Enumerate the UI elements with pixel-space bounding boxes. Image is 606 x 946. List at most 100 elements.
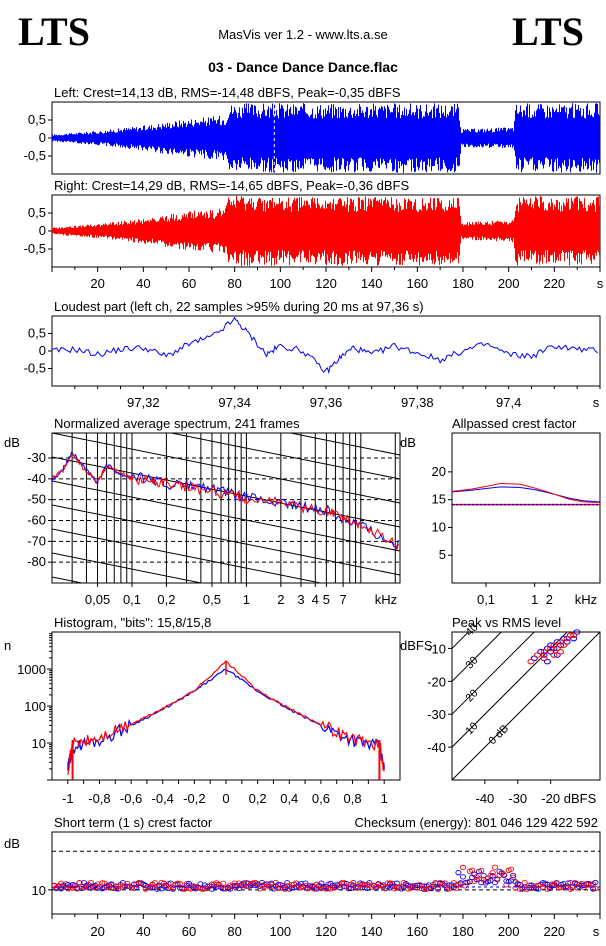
pvr-point-right (540, 655, 548, 662)
spectrum-xtick-label: 0,05 (85, 592, 110, 607)
histogram-xtick-label: 0,2 (249, 791, 267, 806)
stc-point-left (302, 880, 309, 886)
file-title: 03 - Dance Dance Dance.flac (208, 59, 398, 75)
spectrum-xtick-label: 1 (243, 592, 250, 607)
left-waveform-ytick-label: 0 (39, 130, 46, 145)
left-waveform-ytick-label: 0,5 (28, 112, 46, 127)
spectrum-ytick-label: -70 (27, 533, 46, 548)
loudest-ytick-label: 0 (39, 343, 46, 358)
spectrum-slope (52, 504, 400, 576)
crest-xtick-label: 0,1 (477, 592, 495, 607)
crest-frame (451, 432, 601, 584)
spectrum-slope (52, 528, 323, 583)
crest-line-left (451, 486, 601, 503)
stc-xtick-label: 100 (269, 924, 291, 939)
right-waveform-ytick-label: 0,5 (28, 205, 46, 220)
crest-ytick-label: 15 (432, 492, 446, 507)
stc-xtick-label: 160 (406, 924, 428, 939)
pvr-diagonals (452, 632, 600, 780)
loudest-xtick-label: s (593, 395, 600, 410)
spectrum-xtick-label: 7 (339, 592, 346, 607)
stc-point-right (510, 874, 517, 880)
stc-point-right (494, 877, 501, 883)
right-waveform-xtick-label: 20 (90, 276, 104, 291)
stc-xtick-label: 120 (315, 924, 337, 939)
spectrum-line-right (52, 453, 399, 552)
spectrum-slope (52, 480, 400, 552)
pvr-ylabel: dBFS (400, 638, 433, 653)
crest-xtick-label: 2 (546, 592, 553, 607)
right-waveform-xtick-label: 80 (227, 276, 241, 291)
spectrum-xtick-label: 0,2 (157, 592, 175, 607)
spectrum-xtick-label: 3 (297, 592, 304, 607)
spectrum-slope (52, 433, 400, 504)
spectrum-xlabel: kHz (375, 592, 397, 607)
logo-right: LTS (512, 9, 584, 54)
pvr-point-right (570, 632, 578, 639)
stc-point-left (455, 870, 462, 876)
histogram-ytick-label: 1000 (17, 662, 46, 677)
right-waveform-xtick-label: 220 (543, 276, 565, 291)
pvr-xtick-label: -40 (475, 791, 494, 806)
histogram-title: Histogram, "bits": 15,8/15,8 (54, 615, 211, 630)
spectrum-ytick-label: -40 (27, 471, 46, 486)
crest-ylabel: dB (400, 435, 416, 450)
pvr-point-right (540, 648, 548, 655)
stc-xtick-label: 40 (136, 924, 150, 939)
spectrum-slope (52, 552, 204, 583)
stc-xtick-label: 140 (361, 924, 383, 939)
spectrum-ylabel: dB (4, 435, 20, 450)
loudest-ytick-label: -0,5 (24, 361, 46, 376)
pvr-diagonal-label: 0 dB (487, 723, 511, 747)
right-waveform-xtick-label: 40 (136, 276, 150, 291)
loudest-xtick-label: 97,4 (496, 395, 521, 410)
stc-point-right (434, 886, 441, 892)
pvr-ytick-label: -10 (427, 641, 446, 656)
pvr-point-left (540, 652, 548, 658)
right-waveform-xtick-label: 120 (315, 276, 337, 291)
pvr-diagonal (452, 632, 535, 715)
right-waveform-xtick-label: 100 (269, 276, 291, 291)
loudest-ytick-label: 0,5 (28, 326, 46, 341)
stc-frame (51, 831, 601, 915)
spectrum-xtick-label: 2 (277, 592, 284, 607)
crest-title: Allpassed crest factor (452, 416, 577, 431)
right-waveform-xtick-label: 160 (406, 276, 428, 291)
right-waveform-ytick-label: -0,5 (24, 241, 46, 256)
stc-title: Short term (1 s) crest factor (54, 815, 213, 830)
stc-xtick-label: 220 (543, 924, 565, 939)
spectrum-slope (52, 576, 85, 583)
right-waveform-xtick-label: 200 (498, 276, 520, 291)
histogram-xtick-label: 0,8 (344, 791, 362, 806)
crest-ytick-label: 5 (439, 547, 446, 562)
pvr-diagonal-label: 10 (464, 720, 481, 737)
stc-point-right (459, 864, 467, 871)
spectrum-frame (51, 432, 401, 584)
pvr-point-right (550, 652, 558, 658)
logo-left: LTS (18, 9, 90, 54)
stc-point-right (183, 880, 190, 887)
pvr-diagonal (452, 632, 600, 780)
histogram-xtick-label: 0 (222, 791, 229, 806)
stc-point-right (501, 872, 508, 878)
stc-point-right (74, 886, 81, 892)
pvr-frame (451, 631, 601, 781)
right-waveform-title: Right: Crest=14,29 dB, RMS=-14,65 dBFS, … (54, 178, 409, 193)
stc-point-right (592, 885, 599, 892)
crest-ytick-label: 10 (432, 519, 446, 534)
left-waveform-signal (52, 103, 600, 173)
histogram-frame (51, 631, 401, 781)
stc-point-left (489, 873, 496, 879)
stc-point-left (366, 880, 373, 886)
stc-point-right (507, 866, 515, 872)
histogram-xtick-label: 0,6 (312, 791, 330, 806)
pvr-diagonal (452, 632, 568, 748)
stc-point-left (393, 880, 400, 886)
spectrum-slope (52, 625, 400, 695)
histogram-xtick-label: -0,2 (183, 791, 205, 806)
pvr-point-right (557, 648, 565, 655)
stc-xtick-label: s (593, 924, 600, 939)
histogram-ytick-label: 10 (32, 736, 46, 751)
right-waveform-xtick-label: 180 (452, 276, 474, 291)
stc-point-left (510, 872, 517, 879)
